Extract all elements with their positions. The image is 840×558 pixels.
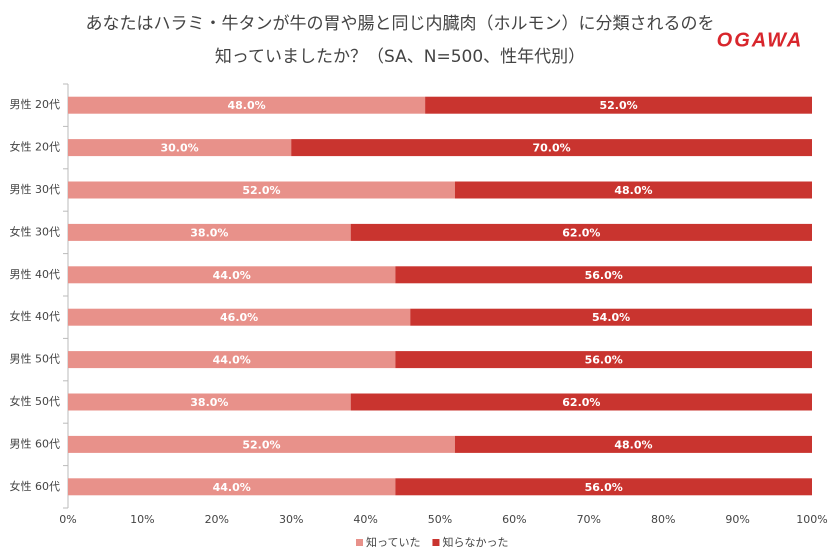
y-tick-label: 女性 30代 xyxy=(10,224,61,238)
y-tick-label: 男性 30代 xyxy=(10,182,61,196)
bar-segment xyxy=(454,181,812,199)
value-label: 48.0% xyxy=(227,99,265,112)
value-label: 62.0% xyxy=(562,396,600,409)
bar-segment xyxy=(350,223,812,241)
bar-segment xyxy=(68,96,426,114)
value-label: 38.0% xyxy=(190,396,228,409)
y-tick-label: 男性 20代 xyxy=(10,97,61,111)
value-label: 56.0% xyxy=(585,481,623,494)
bar-segment xyxy=(68,393,351,411)
x-tick-label: 30% xyxy=(279,513,303,526)
legend-swatch xyxy=(356,539,363,546)
value-label: 62.0% xyxy=(562,226,600,239)
y-tick-label: 男性 40代 xyxy=(10,267,61,281)
x-tick-label: 90% xyxy=(725,513,749,526)
bar-segment xyxy=(395,351,812,369)
value-label: 48.0% xyxy=(614,184,652,197)
value-label: 52.0% xyxy=(242,438,280,451)
value-label: 56.0% xyxy=(585,354,623,367)
bar-segment xyxy=(291,139,812,157)
legend-label: 知っていた xyxy=(366,535,420,549)
y-tick-label: 女性 60代 xyxy=(10,479,61,493)
value-label: 30.0% xyxy=(161,142,199,155)
x-tick-label: 100% xyxy=(796,513,827,526)
value-label: 44.0% xyxy=(213,481,251,494)
value-label: 38.0% xyxy=(190,226,228,239)
value-label: 44.0% xyxy=(213,269,251,282)
value-label: 44.0% xyxy=(213,354,251,367)
x-tick-label: 50% xyxy=(428,513,452,526)
y-tick-label: 男性 50代 xyxy=(10,352,61,366)
value-label: 52.0% xyxy=(599,99,637,112)
value-label: 46.0% xyxy=(220,311,258,324)
bar-segment xyxy=(68,139,292,157)
bar-segment xyxy=(454,435,812,453)
x-tick-label: 10% xyxy=(130,513,154,526)
bar-segment xyxy=(68,266,396,284)
bar-segment xyxy=(410,308,812,326)
y-tick-label: 女性 20代 xyxy=(10,140,61,154)
bar-segment xyxy=(395,266,812,284)
legend-swatch xyxy=(432,539,440,546)
bar-segment xyxy=(68,223,351,241)
value-label: 56.0% xyxy=(585,269,623,282)
bar-segment xyxy=(68,181,455,199)
bar-segment xyxy=(68,478,396,496)
y-tick-label: 女性 40代 xyxy=(10,309,61,323)
y-tick-label: 女性 50代 xyxy=(10,394,61,408)
x-tick-label: 20% xyxy=(205,513,229,526)
chart-title: あなたはハラミ・牛タンが牛の胃や腸と同じ内臓肉（ホルモン）に分類されるのを xyxy=(86,14,715,34)
x-tick-label: 60% xyxy=(502,513,526,526)
chart-title: 知っていましたか？（SA、N=500、性年代別） xyxy=(215,47,585,67)
bar-segment xyxy=(68,435,455,453)
bar-segment xyxy=(350,393,812,411)
value-label: 70.0% xyxy=(533,142,571,155)
value-label: 48.0% xyxy=(614,438,652,451)
legend-label: 知らなかった xyxy=(442,535,508,549)
value-label: 54.0% xyxy=(592,311,630,324)
x-tick-label: 0% xyxy=(59,513,76,526)
y-tick-label: 男性 60代 xyxy=(10,436,61,450)
x-tick-label: 80% xyxy=(651,513,675,526)
value-label: 52.0% xyxy=(242,184,280,197)
x-tick-label: 70% xyxy=(577,513,601,526)
x-tick-label: 40% xyxy=(353,513,377,526)
bar-segment xyxy=(425,96,812,114)
bar-segment xyxy=(68,351,396,369)
bar-segment xyxy=(395,478,812,496)
bar-segment xyxy=(68,308,411,326)
logo: OGAWA xyxy=(717,29,804,51)
